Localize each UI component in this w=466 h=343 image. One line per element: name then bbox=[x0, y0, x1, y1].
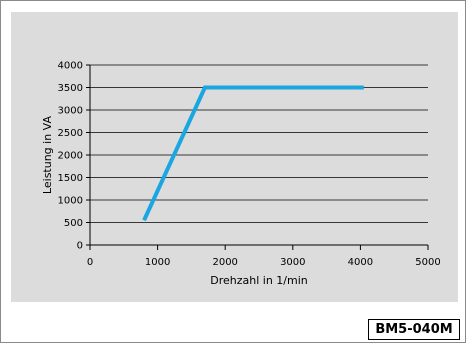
y-tick-label: 2000 bbox=[58, 151, 83, 162]
y-tick-label: 3000 bbox=[58, 106, 83, 117]
line-chart: 0 500 1000 1500 2000 2500 3000 3500 4000 0 1000 200… bbox=[41, 61, 441, 288]
y-tick-label: 500 bbox=[64, 218, 83, 229]
grid-lines bbox=[90, 64, 428, 223]
chart-panel: 0 500 1000 1500 2000 2500 3000 3500 4000 0 1000 200… bbox=[11, 12, 458, 302]
y-tick-label: 1500 bbox=[58, 173, 83, 184]
y-tick-label: 1000 bbox=[58, 196, 83, 207]
x-tick-label: 4000 bbox=[348, 257, 373, 268]
y-tick-label: 3500 bbox=[58, 83, 83, 94]
x-tick-label: 3000 bbox=[280, 257, 305, 268]
x-axis-title: Drehzahl in 1/min bbox=[210, 274, 308, 287]
figure-code-badge: BM5-040M bbox=[368, 319, 460, 340]
y-tick-label: 2500 bbox=[58, 128, 83, 139]
x-tick-label: 0 bbox=[87, 257, 93, 268]
series-lines bbox=[142, 85, 364, 222]
series-line bbox=[142, 85, 364, 222]
axes bbox=[86, 64, 429, 250]
y-tick-label: 0 bbox=[77, 241, 83, 252]
y-tick-label: 4000 bbox=[58, 61, 83, 72]
y-axis-title: Leistung in VA bbox=[41, 115, 54, 194]
x-tick-label: 2000 bbox=[212, 257, 237, 268]
x-tick-label: 1000 bbox=[145, 257, 170, 268]
tick-labels: 0 500 1000 1500 2000 2500 3000 3500 4000 0 1000 200… bbox=[58, 61, 441, 269]
x-tick-label: 5000 bbox=[415, 257, 440, 268]
